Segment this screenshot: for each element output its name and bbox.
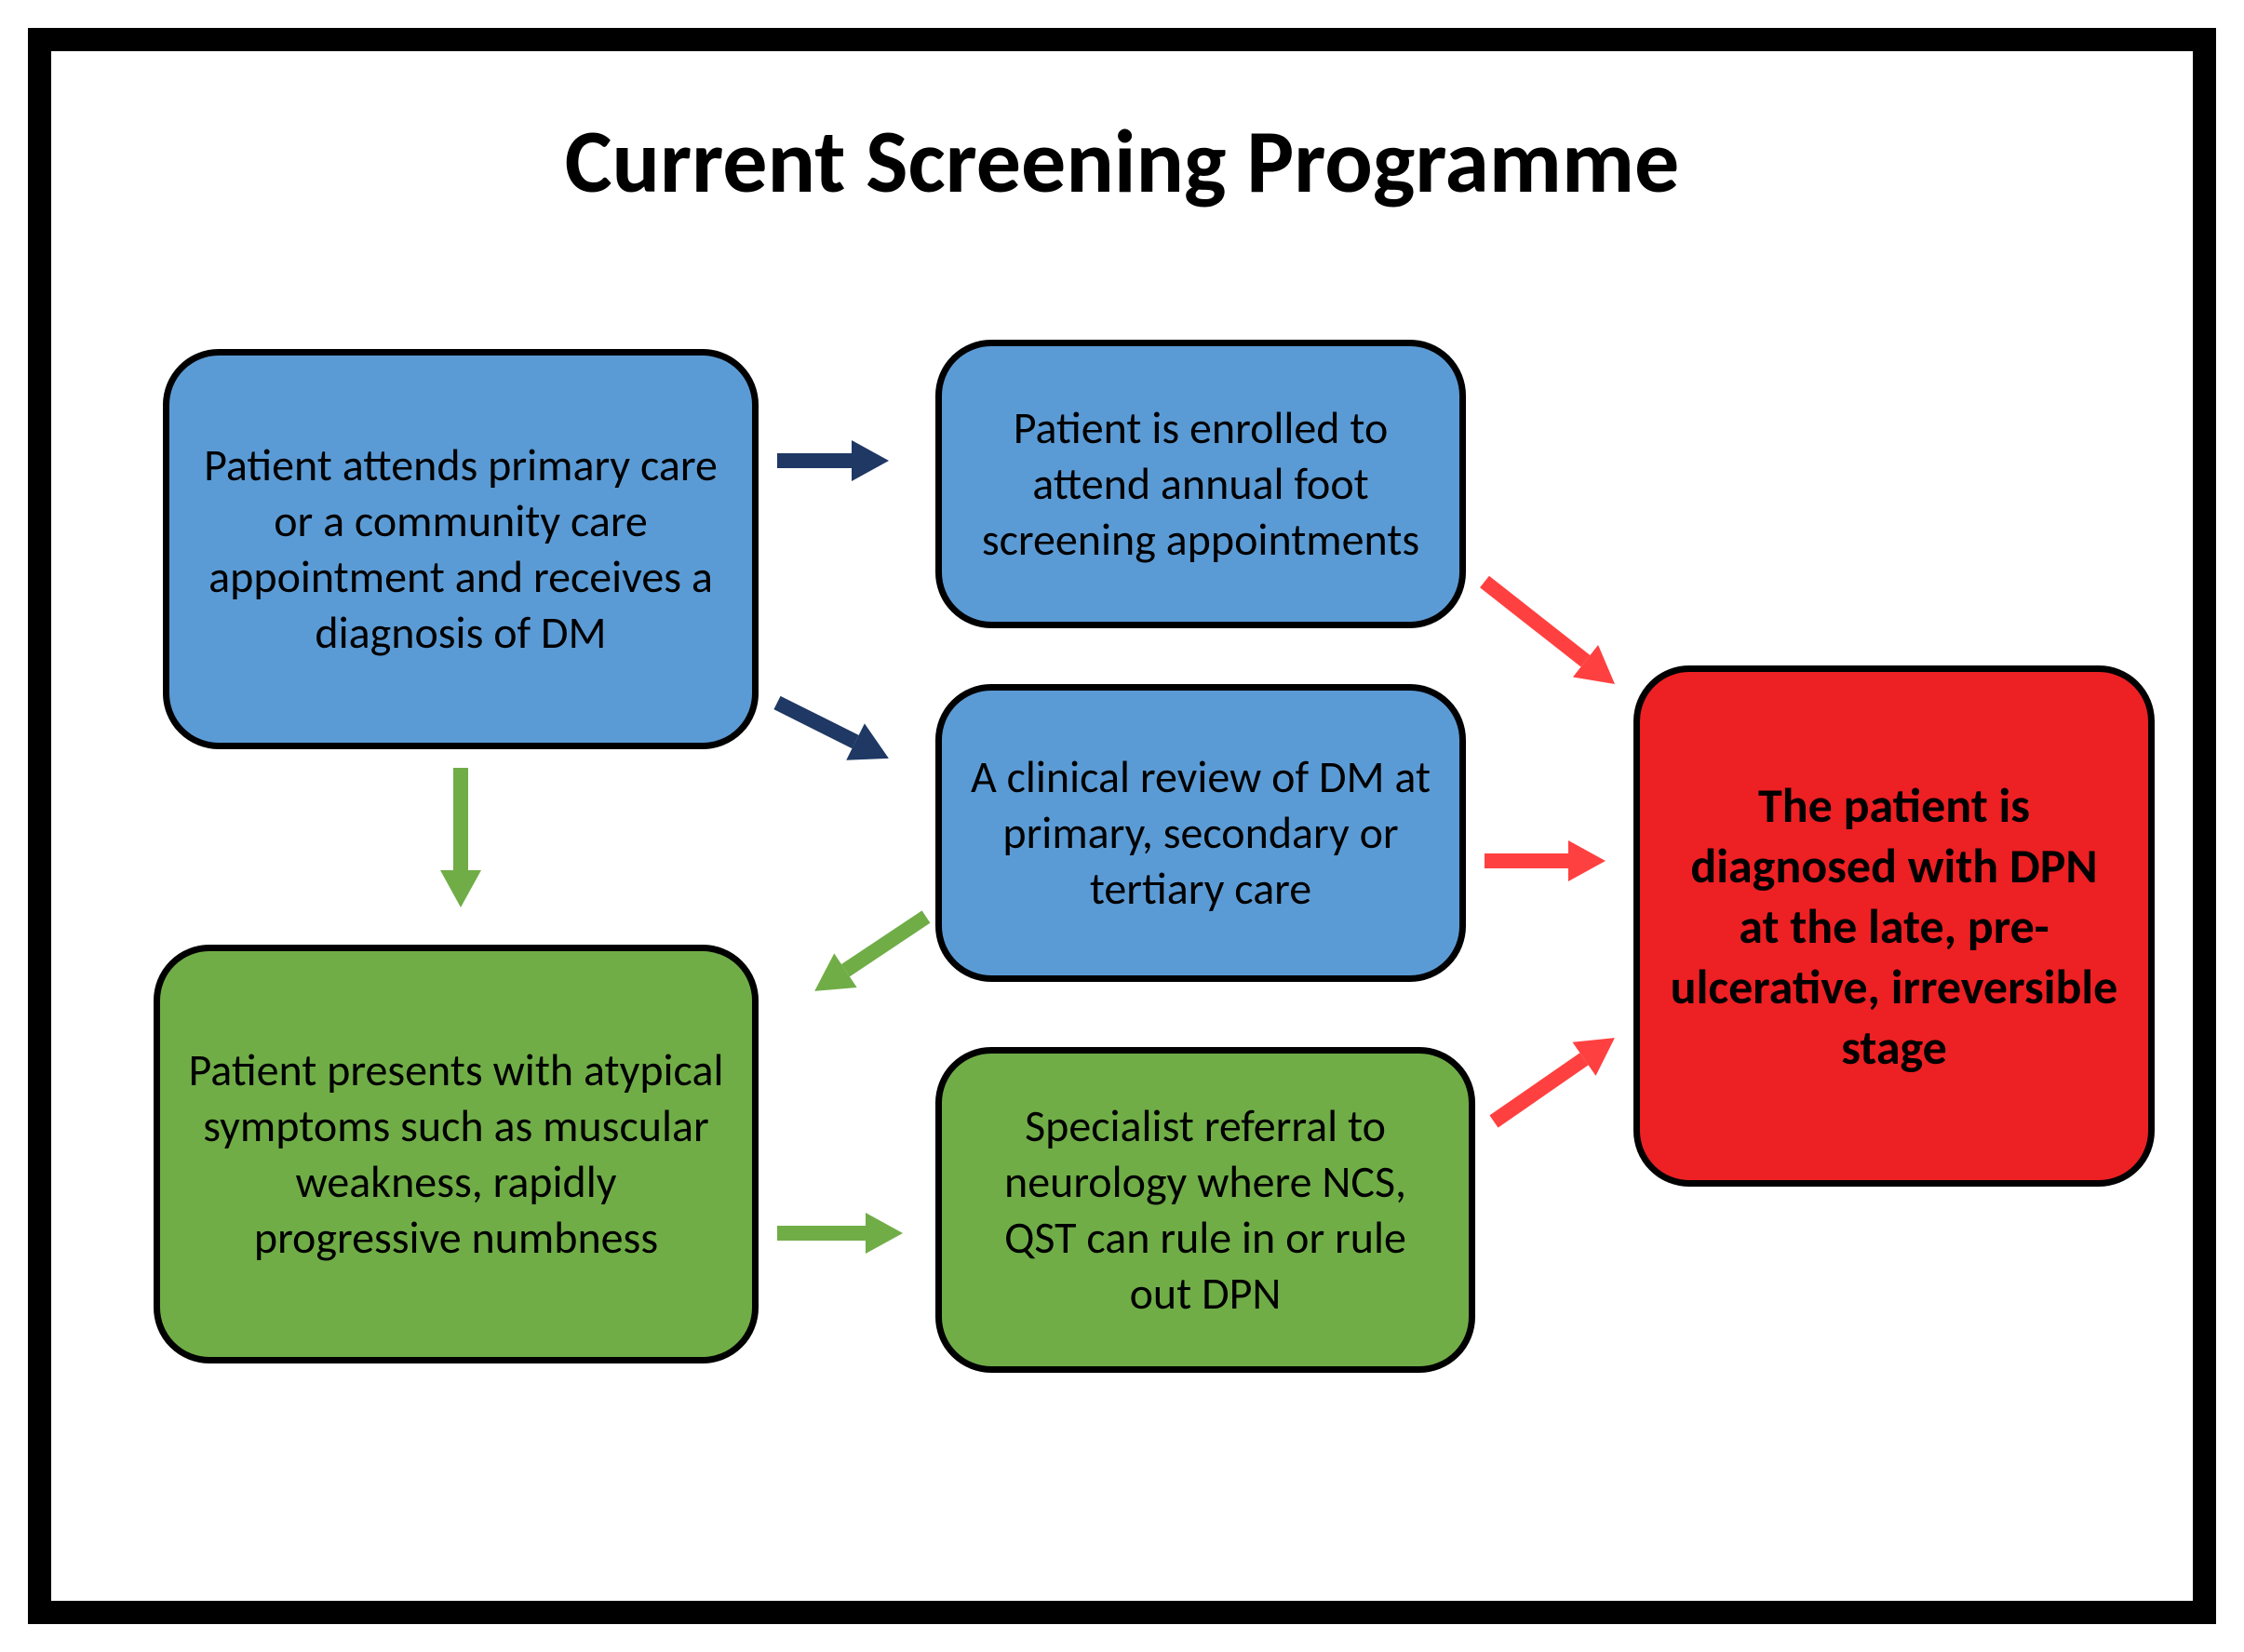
arrow-6-line bbox=[1485, 853, 1568, 868]
arrow-2-line bbox=[453, 768, 468, 870]
node-n5: Specialist referral to neurology where N… bbox=[935, 1047, 1475, 1373]
node-n2: Patient is enrolled to attend annual foo… bbox=[935, 340, 1466, 628]
arrow-1-line bbox=[773, 696, 858, 748]
node-n1-label: Patient attends primary care or a commun… bbox=[197, 437, 724, 661]
arrow-7-line bbox=[1489, 1053, 1588, 1127]
node-n4: Patient presents with atypical symptoms … bbox=[154, 945, 759, 1363]
node-n1: Patient attends primary care or a commun… bbox=[163, 349, 759, 749]
arrow-4-head bbox=[866, 1213, 903, 1254]
diagram-title: Current Screening Programme bbox=[51, 107, 2193, 216]
arrow-3-line bbox=[841, 910, 931, 976]
arrow-5-line bbox=[1480, 576, 1590, 667]
diagram-frame: Current Screening Programme Patient atte… bbox=[28, 28, 2216, 1624]
node-n2-label: Patient is enrolled to attend annual foo… bbox=[970, 400, 1431, 568]
arrow-3 bbox=[814, 917, 926, 991]
node-n6: The patient is diagnosed with DPN at the… bbox=[1633, 665, 2155, 1187]
arrow-4-line bbox=[777, 1226, 866, 1241]
node-n4-label: Patient presents with atypical symptoms … bbox=[188, 1042, 724, 1266]
node-n6-label: The patient is diagnosed with DPN at the… bbox=[1668, 775, 2120, 1078]
arrow-1 bbox=[777, 703, 889, 759]
arrow-7 bbox=[1494, 1038, 1615, 1121]
node-n5-label: Specialist referral to neurology where N… bbox=[970, 1098, 1441, 1322]
arrow-0-line bbox=[777, 453, 852, 468]
arrow-0-head bbox=[852, 440, 889, 481]
arrow-1-head bbox=[846, 723, 897, 776]
node-n3: A clinical review of DM at primary, seco… bbox=[935, 684, 1466, 982]
arrow-5 bbox=[1485, 582, 1615, 684]
node-n3-label: A clinical review of DM at primary, seco… bbox=[970, 749, 1431, 917]
arrow-6-head bbox=[1568, 840, 1606, 881]
arrow-2-head bbox=[440, 870, 481, 907]
